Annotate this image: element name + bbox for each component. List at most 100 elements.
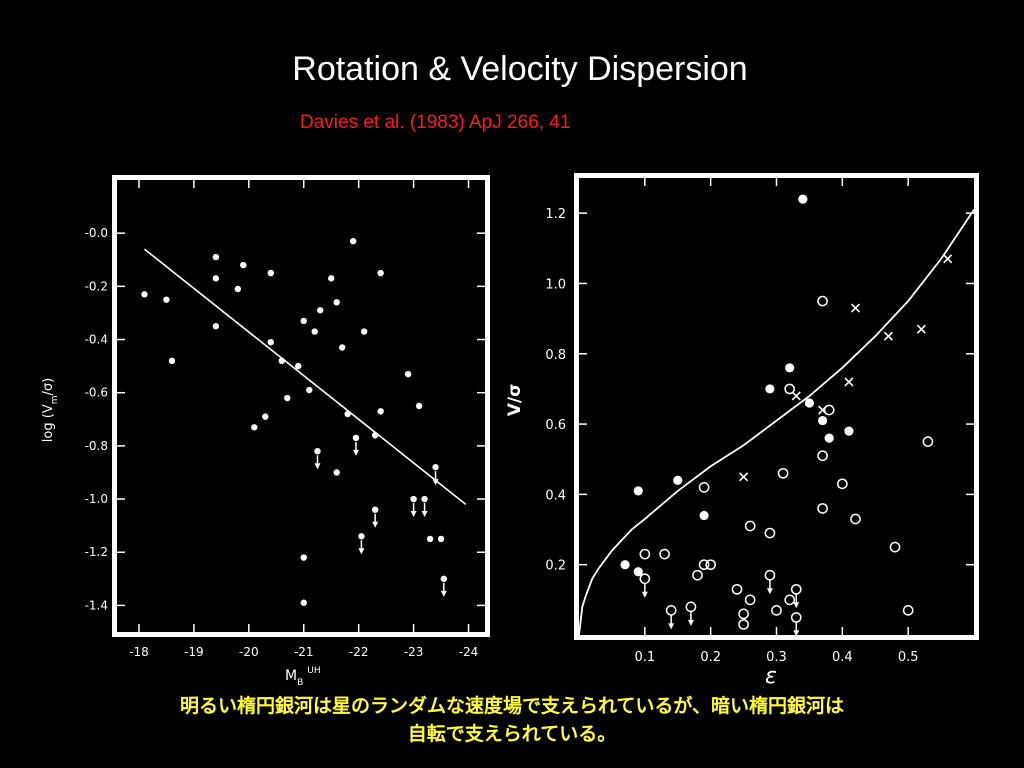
left-data-point — [360, 328, 368, 335]
right-open-upper-limit-point — [790, 583, 802, 595]
left-data-point — [311, 328, 318, 335]
right-open-point — [738, 608, 749, 620]
right-cross-point — [844, 377, 854, 387]
left-data-point — [371, 432, 379, 439]
left-data-point — [333, 299, 340, 306]
right-open-point — [836, 478, 848, 490]
right-open-upper-limit-point — [790, 612, 802, 623]
left-data-point — [426, 535, 434, 543]
left-data-point — [300, 554, 307, 561]
left-data-point — [404, 370, 412, 378]
right-chart-ylabel: V/σ — [505, 384, 525, 417]
right-filled-point — [785, 363, 795, 373]
right-cross-stroke — [818, 405, 828, 415]
left-data-point — [278, 357, 285, 364]
left-upper-limit-arrow-head — [352, 449, 359, 456]
left-ytick-label: -0.0 — [85, 226, 108, 240]
right-open-point — [823, 404, 835, 416]
left-upper-limit-point — [352, 434, 360, 442]
right-upper-limit-arrow-head — [793, 602, 800, 609]
right-upper-limit-arrow-head — [668, 623, 675, 630]
left-xtick-label: -22 — [349, 645, 369, 659]
left-xtick-label: -21 — [294, 645, 314, 659]
left-data-point — [240, 261, 247, 269]
right-ytick-label: 0.4 — [545, 488, 566, 503]
right-open-point — [731, 583, 743, 595]
left-data-point — [295, 362, 302, 370]
right-cross-point — [850, 303, 861, 313]
slide-title: Rotation & Velocity Dispersion — [292, 50, 748, 88]
right-open-point — [692, 569, 703, 581]
left-upper-limit-point — [410, 495, 417, 503]
left-data-point — [328, 275, 335, 282]
right-open-point — [698, 482, 710, 493]
left-data-point — [267, 269, 274, 277]
right-filled-point — [633, 486, 643, 496]
left-upper-limit-arrow-head — [314, 463, 321, 470]
right-open-point — [659, 548, 670, 560]
left-ytick-label: -0.8 — [85, 439, 108, 453]
left-data-point — [300, 599, 307, 606]
right-ytick-label: 1.0 — [545, 277, 566, 292]
right-upper-limit-arrow-head — [766, 588, 773, 595]
left-ytick-label: -0.4 — [85, 333, 108, 347]
left-data-point — [415, 402, 423, 410]
right-open-upper-limit-point — [665, 605, 677, 616]
left-upper-limit-arrow-head — [432, 479, 439, 486]
left-data-point — [377, 269, 384, 277]
right-open-point — [764, 527, 776, 539]
right-filled-point — [699, 510, 709, 521]
left-upper-limit-arrow-head — [358, 548, 365, 555]
right-open-upper-limit-point — [639, 573, 651, 585]
right-open-point — [698, 559, 710, 571]
right-cross-stroke — [739, 472, 749, 482]
right-filled-point — [804, 398, 815, 408]
right-open-point — [817, 295, 828, 307]
left-upper-limit-point — [358, 533, 365, 540]
left-upper-limit-arrow-head — [372, 521, 379, 528]
right-xtick-label: 0.5 — [898, 650, 919, 665]
left-xtick-label: -23 — [404, 645, 424, 659]
right-open-point — [738, 619, 749, 630]
left-upper-limit-arrow-head — [440, 590, 447, 597]
right-cross-stroke — [791, 391, 801, 401]
right-xtick-label: 0.2 — [700, 650, 721, 665]
left-chart-xlabel: MBUH — [285, 666, 321, 688]
right-chart-xlabel: ε — [765, 664, 777, 689]
right-cross-point — [943, 254, 953, 264]
right-open-upper-limit-point — [685, 601, 697, 613]
left-ytick-label: -1.2 — [85, 545, 108, 559]
right-open-point — [922, 436, 934, 448]
left-data-point — [251, 424, 258, 431]
left-data-point — [212, 253, 220, 261]
right-open-point — [817, 450, 828, 462]
left-data-point — [349, 237, 357, 245]
left-data-point — [338, 344, 346, 351]
caption-line-1: 明るい楕円銀河は星のランダムな速度場で支えられているが、暗い楕円銀河は — [179, 695, 845, 717]
right-open-point — [784, 383, 796, 395]
left-upper-limit-point — [421, 495, 428, 503]
left-data-point — [306, 386, 313, 394]
left-data-point — [300, 317, 307, 325]
left-xtick-label: -24 — [459, 645, 479, 659]
right-ytick-label: 0.6 — [545, 418, 566, 433]
right-filled-point — [765, 384, 775, 394]
right-cross-stroke — [943, 254, 953, 264]
right-open-point — [705, 559, 717, 571]
caption-line-2: 自転で支えられている。 — [407, 723, 617, 745]
right-upper-limit-arrow-head — [793, 630, 800, 637]
left-ytick-label: -0.6 — [85, 386, 108, 400]
right-upper-limit-arrow-head — [641, 591, 648, 598]
right-cross-point — [818, 405, 828, 415]
right-open-point — [784, 594, 796, 606]
right-cross-stroke — [883, 331, 893, 341]
right-open-point — [889, 541, 901, 553]
slide-subtitle: Davies et al. (1983) ApJ 266, 41 — [300, 112, 571, 133]
left-data-point — [212, 275, 220, 282]
right-chart-frame — [579, 178, 974, 635]
left-upper-limit-point — [440, 575, 448, 583]
right-filled-point — [844, 426, 854, 436]
right-open-point — [744, 520, 756, 532]
right-open-upper-limit-point — [764, 569, 776, 581]
